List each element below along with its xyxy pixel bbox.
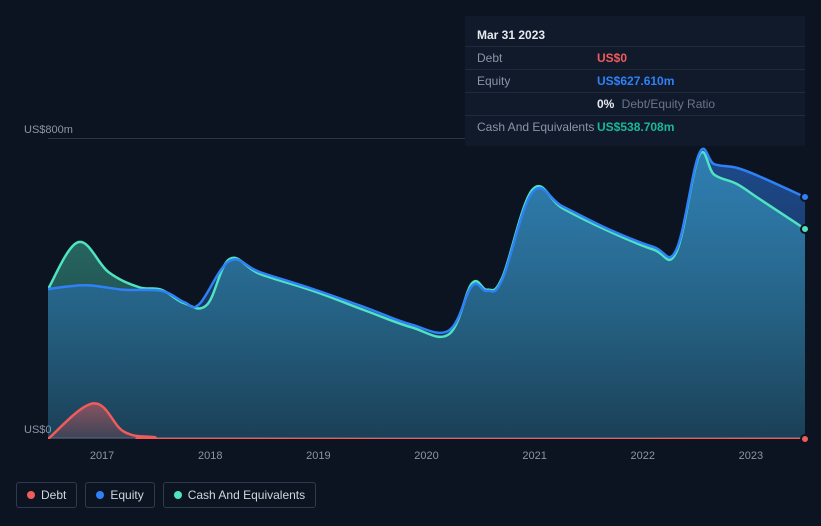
tooltip-row-extra: Debt/Equity Ratio bbox=[618, 97, 715, 111]
legend-color-dot bbox=[174, 491, 182, 499]
chart-tooltip: Mar 31 2023 DebtUS$0EquityUS$627.610m0% … bbox=[465, 16, 805, 146]
x-axis-labels: 2017 2018 2019 2020 2021 2022 2023 bbox=[48, 450, 805, 466]
chart-legend: Debt Equity Cash And Equivalents bbox=[16, 482, 316, 508]
tooltip-row-value: US$0 bbox=[597, 51, 793, 65]
financials-area-chart: US$800m US$0 bbox=[16, 120, 805, 450]
tooltip-row-value: 0% Debt/Equity Ratio bbox=[597, 97, 793, 111]
legend-label: Debt bbox=[41, 488, 66, 502]
x-axis-label: 2017 bbox=[90, 450, 114, 462]
tooltip-row-label: Debt bbox=[477, 51, 597, 65]
x-axis-label: 2018 bbox=[198, 450, 222, 462]
tooltip-row: 0% Debt/Equity Ratio bbox=[465, 92, 805, 115]
tooltip-row: EquityUS$627.610m bbox=[465, 69, 805, 92]
legend-item[interactable]: Cash And Equivalents bbox=[163, 482, 316, 508]
plot-area[interactable] bbox=[48, 138, 805, 438]
tooltip-row: Cash And EquivalentsUS$538.708m bbox=[465, 115, 805, 138]
tooltip-row: DebtUS$0 bbox=[465, 46, 805, 69]
legend-item[interactable]: Debt bbox=[16, 482, 77, 508]
legend-label: Cash And Equivalents bbox=[188, 488, 305, 502]
tooltip-row-label: Cash And Equivalents bbox=[477, 120, 597, 134]
cash-end-marker bbox=[800, 224, 810, 234]
x-axis-label: 2021 bbox=[522, 450, 546, 462]
legend-color-dot bbox=[27, 491, 35, 499]
equity-end-marker bbox=[800, 192, 810, 202]
legend-label: Equity bbox=[110, 488, 143, 502]
debt-end-marker bbox=[800, 434, 810, 444]
legend-item[interactable]: Equity bbox=[85, 482, 154, 508]
x-axis-label: 2023 bbox=[739, 450, 763, 462]
tooltip-row-label: Equity bbox=[477, 74, 597, 88]
tooltip-row-value: US$627.610m bbox=[597, 74, 793, 88]
x-axis-label: 2020 bbox=[414, 450, 438, 462]
tooltip-row-value: US$538.708m bbox=[597, 120, 793, 134]
x-axis-label: 2022 bbox=[631, 450, 655, 462]
tooltip-date: Mar 31 2023 bbox=[465, 24, 805, 46]
x-axis-label: 2019 bbox=[306, 450, 330, 462]
legend-color-dot bbox=[96, 491, 104, 499]
tooltip-row-label bbox=[477, 97, 597, 111]
